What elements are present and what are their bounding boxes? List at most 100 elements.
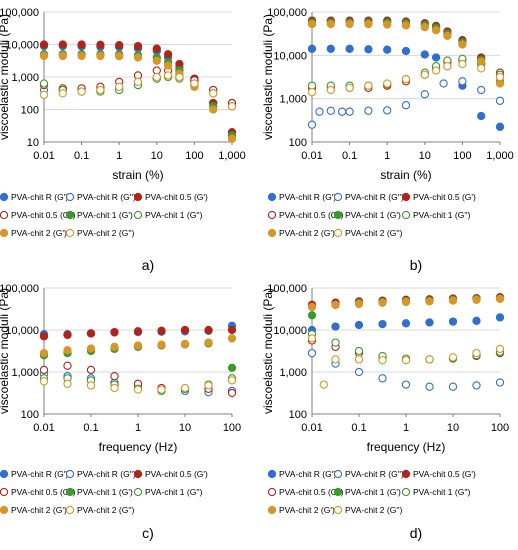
legend-label: PVA-chit 2 (G'') (345, 228, 403, 238)
legend-label: PVA-chit R (G') (11, 192, 68, 202)
legend-marker (133, 210, 143, 220)
legend-marker (333, 469, 343, 479)
legend-marker (267, 210, 277, 220)
y-tick-label: 10,000 (5, 325, 39, 337)
data-point (383, 20, 392, 29)
data-point (495, 378, 505, 387)
y-tick-label: 10,000 (273, 325, 307, 337)
legend-label: PVA-chit 0.5 (G'') (279, 487, 344, 497)
legend-label: PVA-chit R (G'') (345, 192, 404, 202)
data-point (337, 107, 347, 116)
data-point (315, 107, 324, 116)
legend-label: PVA-chit 0.5 (G') (413, 469, 476, 479)
data-point (63, 379, 72, 388)
data-point (354, 355, 364, 364)
data-point (152, 44, 161, 53)
data-point (354, 346, 364, 356)
data-point (345, 19, 354, 29)
data-point (157, 340, 166, 349)
panel-label: a) (142, 257, 154, 273)
panel-label: d) (410, 525, 422, 541)
legend-marker (267, 192, 277, 202)
legend-marker (401, 469, 411, 479)
y-axis-title: viscoelastic moduli (Pa) (0, 14, 11, 140)
legend-marker (401, 192, 411, 202)
data-point (39, 90, 49, 100)
legend-label: PVA-chit R (G') (279, 192, 336, 202)
data-point (458, 40, 467, 49)
legend-label: PVA-chit 0.5 (G') (145, 469, 208, 479)
data-point (425, 355, 434, 364)
data-point (133, 77, 143, 87)
x-tick-label: 100 (223, 422, 241, 434)
data-point (307, 302, 317, 312)
data-point (58, 89, 67, 98)
legend-marker (267, 505, 277, 515)
x-tick-label: 1 (116, 150, 122, 162)
legend-label: PVA-chit 1 (G'') (145, 210, 203, 220)
x-tick-label: 10 (447, 422, 459, 434)
x-tick-label: 0.01 (301, 422, 322, 434)
legend-label: PVA-chit R (G'') (345, 469, 404, 479)
legend-label: PVA-chit 1 (G'') (145, 487, 203, 497)
legend-marker (0, 487, 9, 497)
data-point (345, 107, 354, 116)
legend-label: PVA-chit 2 (G') (279, 505, 335, 515)
data-point (354, 299, 364, 309)
data-point (209, 105, 218, 114)
data-point (326, 44, 335, 53)
legend-marker (333, 505, 343, 515)
data-point (133, 327, 143, 336)
legend-marker (133, 469, 143, 479)
legend-marker (401, 210, 411, 220)
data-point (180, 383, 190, 393)
legend-label: PVA-chit R (G'') (77, 192, 136, 202)
x-tick-label: 10 (179, 422, 191, 434)
legend-marker (333, 487, 343, 497)
legend-label: PVA-chit 1 (G') (77, 210, 133, 220)
data-point (133, 385, 143, 394)
data-point (448, 382, 458, 391)
data-point (431, 26, 441, 35)
data-point (110, 383, 119, 393)
y-axis-title: viscoelastic moduli (Pa) (261, 14, 275, 140)
data-point (495, 72, 505, 82)
data-point (401, 356, 411, 365)
data-point (401, 297, 411, 307)
data-point (495, 122, 505, 131)
legend-marker (65, 505, 75, 515)
legend-marker (267, 487, 277, 497)
x-tick-label: 1,000 (218, 150, 246, 162)
data-point (63, 361, 72, 370)
x-tick-label: 0.01 (33, 150, 54, 162)
data-point (58, 40, 67, 49)
legend-label: PVA-chit 1 (G') (345, 210, 401, 220)
data-point (204, 325, 213, 335)
legend-label: PVA-chit 2 (G'') (77, 228, 135, 238)
y-tick-label: 10 (27, 137, 39, 149)
legend-marker (65, 210, 75, 220)
data-point (378, 298, 387, 307)
data-point (431, 66, 441, 75)
data-point (180, 325, 190, 335)
data-point (472, 316, 481, 325)
y-tick-label: 100 (289, 137, 307, 149)
data-point (431, 53, 441, 62)
data-point (39, 377, 49, 386)
x-tick-label: 1,000 (486, 150, 514, 162)
x-tick-label: 0.1 (351, 422, 366, 434)
y-tick-label: 100,000 (0, 7, 39, 19)
legend-marker (65, 192, 75, 202)
data-point (401, 380, 411, 389)
y-tick-label: 100 (289, 409, 307, 421)
legend-label: PVA-chit 2 (G') (11, 505, 67, 515)
x-axis-title: strain (%) (112, 168, 163, 182)
data-point (63, 346, 72, 355)
data-point (39, 348, 49, 358)
data-point (420, 90, 429, 99)
data-point (227, 376, 237, 385)
legend-marker (333, 210, 343, 220)
x-axis-title: frequency (Hz) (99, 440, 178, 454)
x-tick-label: 1 (135, 422, 141, 434)
data-point (110, 342, 119, 351)
